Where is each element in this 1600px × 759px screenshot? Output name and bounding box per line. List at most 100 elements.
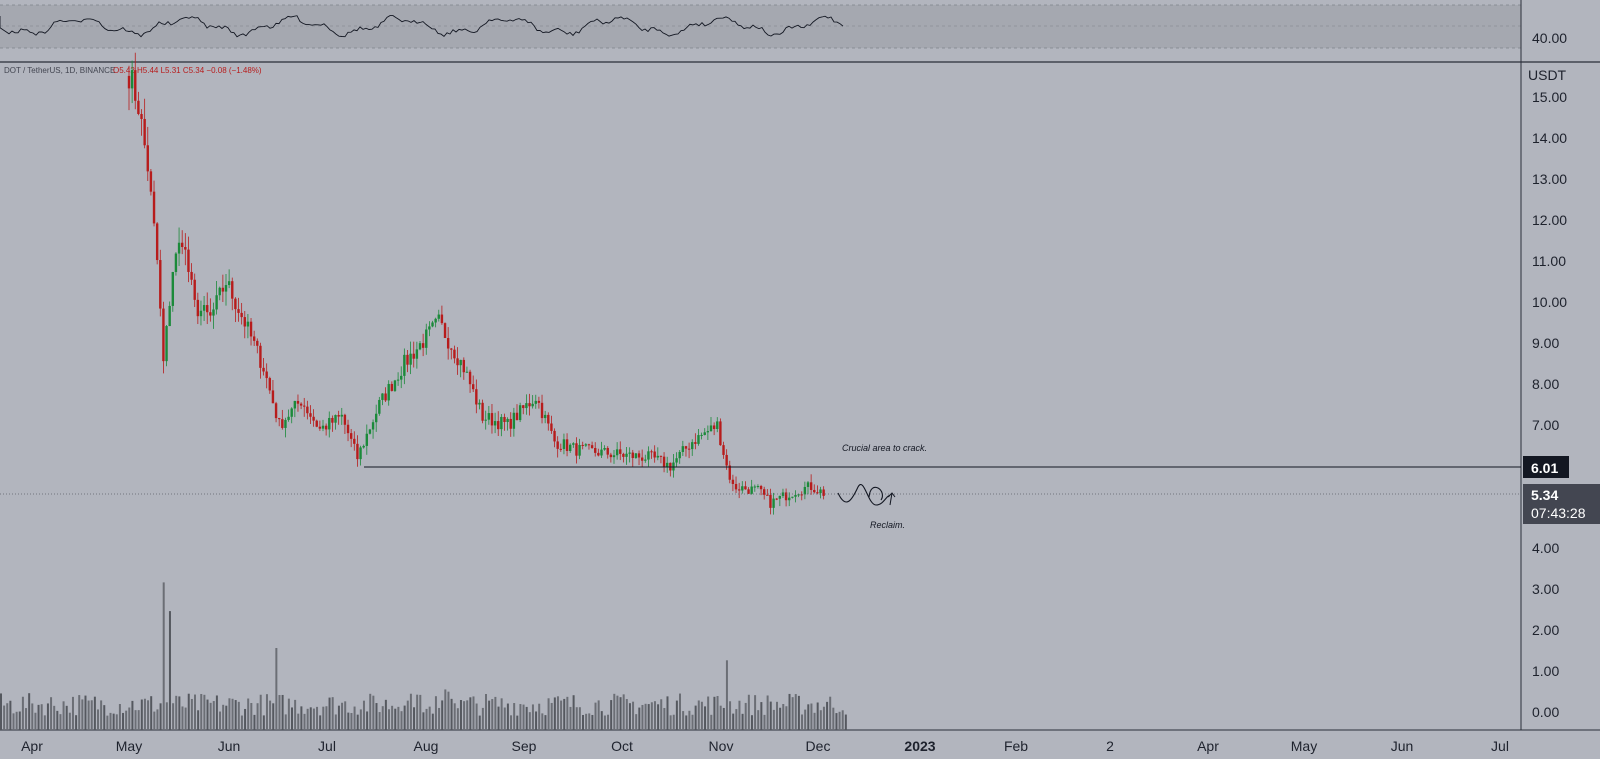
volume-bar bbox=[3, 705, 6, 730]
candle-body bbox=[687, 448, 691, 450]
volume-bar bbox=[613, 693, 616, 730]
volume-bar bbox=[350, 713, 353, 730]
volume-bar bbox=[459, 700, 462, 730]
candle-body bbox=[378, 399, 381, 414]
volume-bar bbox=[206, 699, 209, 730]
volume-bar bbox=[265, 694, 268, 730]
candle-body bbox=[534, 400, 537, 404]
candle-body bbox=[565, 439, 569, 451]
volume-bar bbox=[284, 714, 287, 730]
candle-body bbox=[653, 451, 656, 458]
candle-body bbox=[515, 412, 519, 421]
price-tick-label: 11.00 bbox=[1532, 253, 1566, 269]
volume-bar bbox=[782, 703, 785, 730]
volume-bar bbox=[788, 693, 791, 730]
symbol-label: DOT / TetherUS, 1D, BINANCE bbox=[4, 66, 115, 75]
volume-bar bbox=[632, 701, 635, 730]
candle-body bbox=[665, 462, 669, 468]
volume-bar bbox=[272, 703, 275, 730]
candle-body bbox=[349, 433, 353, 439]
volume-bar bbox=[694, 705, 697, 730]
candle-body bbox=[800, 494, 803, 496]
candle-body bbox=[734, 483, 738, 490]
volume-bar bbox=[478, 715, 481, 730]
volume-bar bbox=[366, 711, 369, 730]
candle-body bbox=[187, 249, 190, 272]
candle-body bbox=[353, 438, 356, 444]
candle-body bbox=[365, 433, 369, 446]
candle-body bbox=[468, 371, 472, 385]
volume-bar bbox=[125, 710, 128, 730]
candle-body bbox=[193, 279, 196, 300]
candle-body bbox=[497, 421, 500, 430]
volume-bar bbox=[819, 710, 822, 730]
volume-bar bbox=[388, 709, 390, 730]
volume-bar bbox=[194, 694, 196, 730]
volume-bar bbox=[384, 699, 387, 730]
candle-body bbox=[809, 482, 813, 490]
candle-body bbox=[656, 455, 660, 458]
volume-bar bbox=[822, 706, 825, 730]
candle-body bbox=[703, 432, 706, 435]
volume-bar bbox=[200, 693, 203, 730]
time-axis[interactable]: Apr May Jun Jul Aug Sep Oct Nov Dec 2023 Feb 2 Apr Ma… bbox=[21, 738, 1509, 754]
candle-body bbox=[346, 424, 350, 434]
candle-body bbox=[393, 380, 397, 391]
volume-bar bbox=[337, 705, 340, 730]
volume-bar bbox=[610, 700, 613, 730]
candle-body bbox=[578, 444, 581, 456]
candle-body bbox=[218, 287, 221, 296]
candle-body bbox=[644, 459, 647, 461]
candle-body bbox=[647, 451, 650, 460]
volume-bar bbox=[53, 705, 56, 730]
volume-bar bbox=[541, 713, 544, 730]
volume-bar bbox=[769, 701, 772, 730]
volume-bar bbox=[547, 698, 550, 730]
candle-body bbox=[481, 402, 484, 421]
volume-bar bbox=[754, 695, 757, 730]
volume-bar bbox=[622, 694, 625, 730]
candle-body bbox=[159, 260, 162, 309]
candle-body bbox=[781, 492, 785, 496]
volume-bar bbox=[87, 700, 90, 730]
candle-body bbox=[465, 371, 469, 373]
candle-body bbox=[400, 375, 403, 380]
volume-bar bbox=[137, 710, 140, 730]
candle-body bbox=[509, 418, 512, 429]
volume-bar bbox=[381, 706, 384, 730]
time-tick-label: Feb bbox=[1004, 738, 1028, 754]
volume-bar bbox=[222, 704, 225, 730]
volume-bar bbox=[162, 582, 165, 730]
price-axis[interactable]: 15.00 14.00 13.00 12.00 11.00 10.00 9.00 8.00 7.… bbox=[1532, 89, 1567, 720]
volume-bar bbox=[18, 711, 21, 730]
candle-body bbox=[706, 431, 710, 433]
projection-arrow-icon bbox=[887, 492, 896, 506]
last-price-text: 5.34 bbox=[1531, 487, 1558, 503]
crucial-area-note[interactable]: Crucial area to crack. bbox=[842, 443, 927, 453]
volume-bar bbox=[184, 707, 187, 730]
volume-bar bbox=[253, 714, 256, 730]
candle-body bbox=[813, 489, 816, 493]
candle-body bbox=[512, 412, 516, 429]
volume-bar bbox=[813, 712, 816, 730]
candle-body bbox=[177, 242, 181, 254]
candle-body bbox=[631, 452, 634, 459]
volume-bar bbox=[560, 700, 563, 730]
candle-body bbox=[155, 223, 159, 261]
reclaim-note[interactable]: Reclaim. bbox=[870, 520, 905, 530]
last-price-badge bbox=[1523, 484, 1600, 524]
volume-bar bbox=[578, 707, 581, 730]
volume-bar bbox=[65, 705, 68, 730]
volume-bar bbox=[663, 707, 666, 730]
volume-bar bbox=[275, 648, 278, 730]
candle-body bbox=[143, 118, 146, 146]
candle-body bbox=[597, 452, 600, 456]
volume-bar bbox=[485, 693, 487, 730]
candle-body bbox=[662, 456, 666, 468]
candle-body bbox=[537, 400, 541, 403]
projection-path[interactable] bbox=[837, 484, 891, 506]
candle-body bbox=[146, 145, 149, 172]
volume-bar bbox=[106, 715, 109, 730]
volume-bar bbox=[281, 694, 284, 730]
